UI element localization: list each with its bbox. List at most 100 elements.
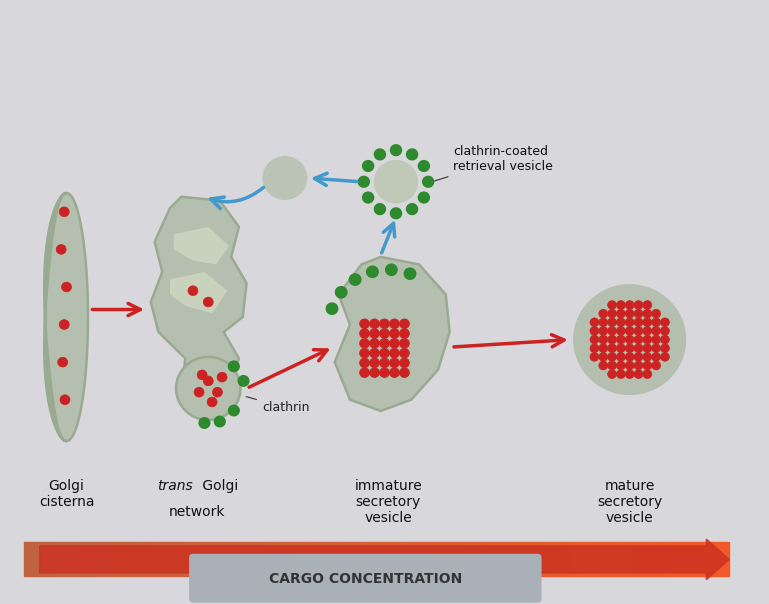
Bar [109, 542, 113, 576]
Bar [638, 542, 641, 576]
Bar [332, 542, 336, 576]
Bar [92, 542, 95, 576]
Bar [521, 542, 524, 576]
Bar [60, 542, 63, 576]
Bar [687, 542, 691, 576]
Bar [255, 542, 258, 576]
Bar [421, 542, 424, 576]
Circle shape [228, 405, 239, 416]
Circle shape [625, 353, 634, 361]
Bar [708, 542, 711, 576]
Bar [574, 542, 577, 576]
Bar [305, 542, 308, 576]
Polygon shape [335, 257, 450, 411]
Circle shape [360, 319, 370, 329]
Bar [371, 542, 375, 576]
Bar [145, 542, 148, 576]
Bar [201, 542, 205, 576]
Circle shape [370, 358, 380, 368]
Bar [691, 542, 694, 576]
Bar [431, 542, 435, 576]
Bar [265, 542, 269, 576]
Circle shape [661, 318, 669, 327]
Bar [35, 542, 38, 576]
Bar [503, 542, 506, 576]
Circle shape [360, 338, 370, 349]
Bar [492, 542, 495, 576]
Circle shape [590, 353, 599, 361]
Bar [630, 542, 634, 576]
FancyArrow shape [40, 539, 729, 580]
Bar [212, 542, 215, 576]
Circle shape [391, 145, 401, 156]
Bar [442, 542, 446, 576]
Circle shape [399, 338, 409, 349]
Circle shape [370, 349, 380, 358]
Bar [162, 542, 166, 576]
Circle shape [389, 349, 399, 358]
Bar [141, 542, 145, 576]
Bar [287, 542, 290, 576]
Circle shape [389, 329, 399, 338]
Circle shape [62, 282, 72, 292]
Bar [467, 542, 471, 576]
Bar [719, 542, 722, 576]
Text: Golgi
cisterna: Golgi cisterna [38, 478, 95, 509]
Circle shape [661, 344, 669, 353]
Circle shape [423, 176, 434, 187]
Circle shape [370, 338, 380, 349]
Bar [248, 542, 251, 576]
Bar [53, 542, 56, 576]
Circle shape [399, 358, 409, 368]
Bar [627, 542, 630, 576]
Bar [120, 542, 124, 576]
Circle shape [625, 361, 634, 370]
Circle shape [608, 309, 617, 318]
Bar [594, 542, 598, 576]
Circle shape [375, 204, 385, 214]
Circle shape [590, 335, 599, 344]
Circle shape [389, 338, 399, 349]
Bar [311, 542, 315, 576]
Circle shape [389, 319, 399, 329]
Circle shape [634, 309, 643, 318]
Bar [340, 542, 343, 576]
Bar [598, 542, 602, 576]
Text: CARGO CONCENTRATION: CARGO CONCENTRATION [268, 571, 462, 585]
Circle shape [407, 149, 418, 160]
Circle shape [634, 335, 643, 344]
Circle shape [599, 318, 608, 327]
Bar [449, 542, 453, 576]
Circle shape [203, 297, 213, 307]
Circle shape [59, 320, 69, 329]
Bar [42, 542, 45, 576]
Circle shape [608, 335, 617, 344]
Bar [588, 542, 591, 576]
Circle shape [625, 327, 634, 335]
Bar [513, 542, 517, 576]
Bar [322, 542, 325, 576]
Bar [138, 542, 141, 576]
Circle shape [207, 397, 217, 407]
Circle shape [617, 327, 625, 335]
Circle shape [590, 318, 599, 327]
Circle shape [217, 372, 227, 382]
Bar [591, 542, 594, 576]
Bar [315, 542, 318, 576]
Bar [548, 542, 552, 576]
Bar [386, 542, 389, 576]
Bar [538, 542, 541, 576]
Circle shape [380, 319, 389, 329]
Bar [411, 542, 414, 576]
Circle shape [212, 387, 222, 397]
Bar [609, 542, 612, 576]
Bar [669, 542, 673, 576]
Circle shape [643, 309, 652, 318]
Bar [658, 542, 662, 576]
Bar [127, 542, 131, 576]
Bar [545, 542, 548, 576]
Circle shape [349, 274, 361, 285]
Bar [124, 542, 127, 576]
Bar [336, 542, 340, 576]
Circle shape [326, 303, 338, 314]
